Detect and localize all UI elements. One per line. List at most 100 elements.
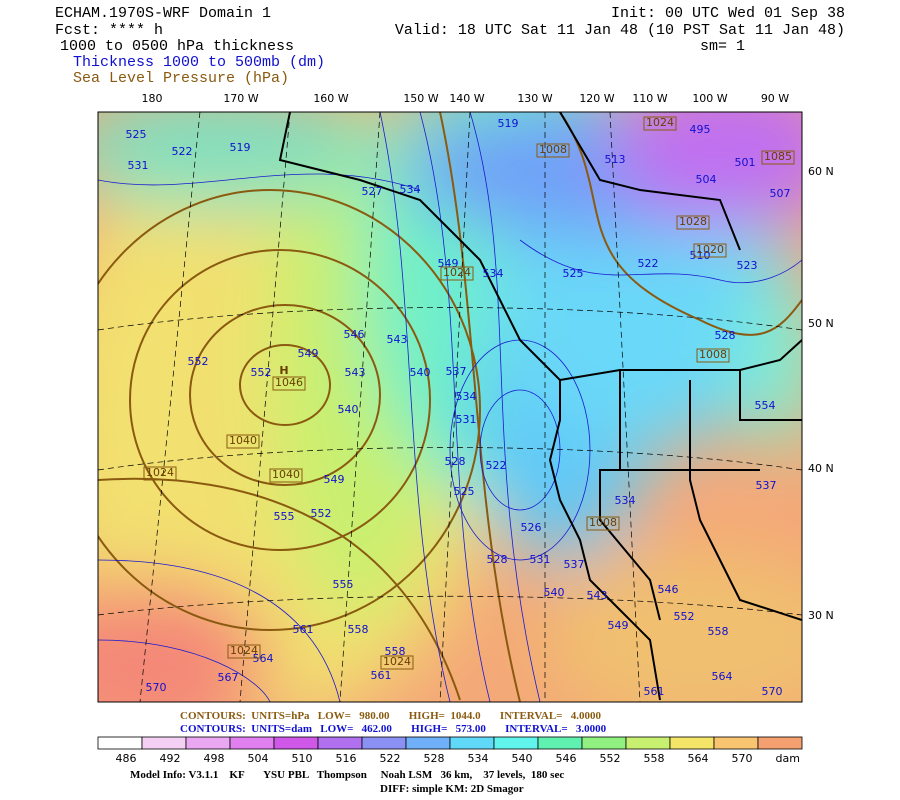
pressure-label-box — [380, 655, 414, 670]
thickness-label: 552 — [251, 366, 272, 379]
latitude-label: 60 N — [808, 165, 834, 178]
thickness-label: 555 — [333, 578, 354, 591]
forecast-hour: Fcst: **** h — [55, 22, 163, 39]
pressure-label-box — [269, 468, 303, 483]
pressure-label: 1008 — [589, 516, 617, 529]
thickness-label: 552 — [311, 507, 332, 520]
thickness-label: 534 — [400, 183, 421, 196]
thickness-label: 534 — [456, 390, 477, 403]
pressure-label-box — [272, 376, 306, 391]
legend-pressure: Sea Level Pressure (hPa) — [73, 70, 289, 87]
thickness-label: 554 — [755, 399, 776, 412]
colorbar-label: 534 — [468, 752, 489, 765]
colorbar-label: 540 — [512, 752, 533, 765]
pressure-label: 1046 — [275, 376, 303, 389]
colorbar-box — [537, 736, 583, 750]
latitude-label: 50 N — [808, 317, 834, 330]
map-field — [98, 112, 802, 702]
thickness-label: 531 — [530, 553, 551, 566]
thickness-label: 528 — [445, 455, 466, 468]
colorbar-label: 564 — [688, 752, 709, 765]
thickness-label: 519 — [230, 141, 251, 154]
pressure-label: 1008 — [539, 143, 567, 156]
thickness-label: 549 — [298, 347, 319, 360]
colorbar-box — [273, 736, 319, 750]
thickness-label: 531 — [128, 159, 149, 172]
thickness-label: 564 — [712, 670, 733, 683]
colorbar-label: 546 — [556, 752, 577, 765]
colorbar-box — [229, 736, 275, 750]
thickness-label: 561 — [293, 623, 314, 636]
latitude-label: 30 N — [808, 609, 834, 622]
thickness-label: 507 — [770, 187, 791, 200]
pressure-label: 1028 — [679, 215, 707, 228]
pressure-label-box — [440, 266, 474, 281]
colorbar-label: 492 — [160, 752, 181, 765]
thickness-label: 561 — [644, 685, 665, 698]
colorbar-unit: dam — [776, 752, 800, 765]
colorbar-box — [185, 736, 231, 750]
thickness-label: 495 — [690, 123, 711, 136]
latitude-label: 40 N — [808, 462, 834, 475]
colorbar-label: 486 — [116, 752, 137, 765]
thickness-label: 570 — [762, 685, 783, 698]
thickness-label: 543 — [587, 589, 608, 602]
thickness-label: 528 — [715, 329, 736, 342]
thickness-label: 558 — [385, 645, 406, 658]
colorbar-label: 522 — [380, 752, 401, 765]
longitude-label: 140 W — [449, 92, 484, 105]
title: ECHAM.1970S-WRF Domain 1 — [55, 5, 271, 22]
thickness-label: 558 — [348, 623, 369, 636]
thickness-label: 528 — [487, 553, 508, 566]
colorbar-box — [581, 736, 627, 750]
map-frame — [97, 111, 803, 703]
pressure-label-box — [761, 150, 795, 165]
thickness-label: 555 — [274, 510, 295, 523]
colorbar-label: 558 — [644, 752, 665, 765]
thickness-label: 558 — [708, 625, 729, 638]
thickness-label: 525 — [563, 267, 584, 280]
longitude-label: 110 W — [632, 92, 667, 105]
colorbar-label: 504 — [248, 752, 269, 765]
thickness-label: 525 — [454, 485, 475, 498]
smoothing: sm= 1 — [700, 38, 745, 55]
thickness-label: 526 — [521, 521, 542, 534]
valid-time: Valid: 18 UTC Sat 11 Jan 48 (10 PST Sat … — [395, 22, 845, 39]
thickness-label: 513 — [605, 153, 626, 166]
thickness-label: 525 — [126, 128, 147, 141]
colorbar-label: 570 — [732, 752, 753, 765]
diff-info: DIFF: simple KM: 2D Smagor — [380, 783, 524, 795]
longitude-label: 100 W — [692, 92, 727, 105]
colorbar-label: 528 — [424, 752, 445, 765]
colorbar-box — [97, 736, 143, 750]
pressure-label: 1024 — [230, 644, 258, 657]
thickness-label: 546 — [658, 583, 679, 596]
pressure-label: 1040 — [272, 468, 300, 481]
thickness-label: 561 — [371, 669, 392, 682]
pressure-label-box — [676, 215, 710, 230]
thickness-label: 519 — [498, 117, 519, 130]
colorbar-label: 510 — [292, 752, 313, 765]
pressure-label: 1085 — [764, 150, 792, 163]
thickness-label: 549 — [324, 473, 345, 486]
legend-thickness: Thickness 1000 to 500mb (dm) — [73, 54, 325, 71]
model-info: Model Info: V3.1.1 KF YSU PBL Thompson N… — [130, 769, 564, 781]
pressure-label: 1024 — [443, 266, 471, 279]
pressure-label-box — [696, 348, 730, 363]
colorbar-label: 516 — [336, 752, 357, 765]
thickness-label: 540 — [410, 366, 431, 379]
pressure-label-box — [693, 243, 727, 258]
thickness-label: 537 — [446, 365, 467, 378]
thickness-label: 549 — [608, 619, 629, 632]
colorbar-box — [713, 736, 759, 750]
thickness-label: 552 — [674, 610, 695, 623]
thickness-label: 552 — [188, 355, 209, 368]
pressure-label: 1008 — [699, 348, 727, 361]
thickness-description: 1000 to 0500 hPa thickness — [60, 38, 294, 55]
pressure-label: 1040 — [229, 434, 257, 447]
longitude-label: 170 W — [223, 92, 258, 105]
thickness-label: 531 — [456, 413, 477, 426]
longitude-label: 160 W — [313, 92, 348, 105]
pressure-label: 1024 — [646, 116, 674, 129]
